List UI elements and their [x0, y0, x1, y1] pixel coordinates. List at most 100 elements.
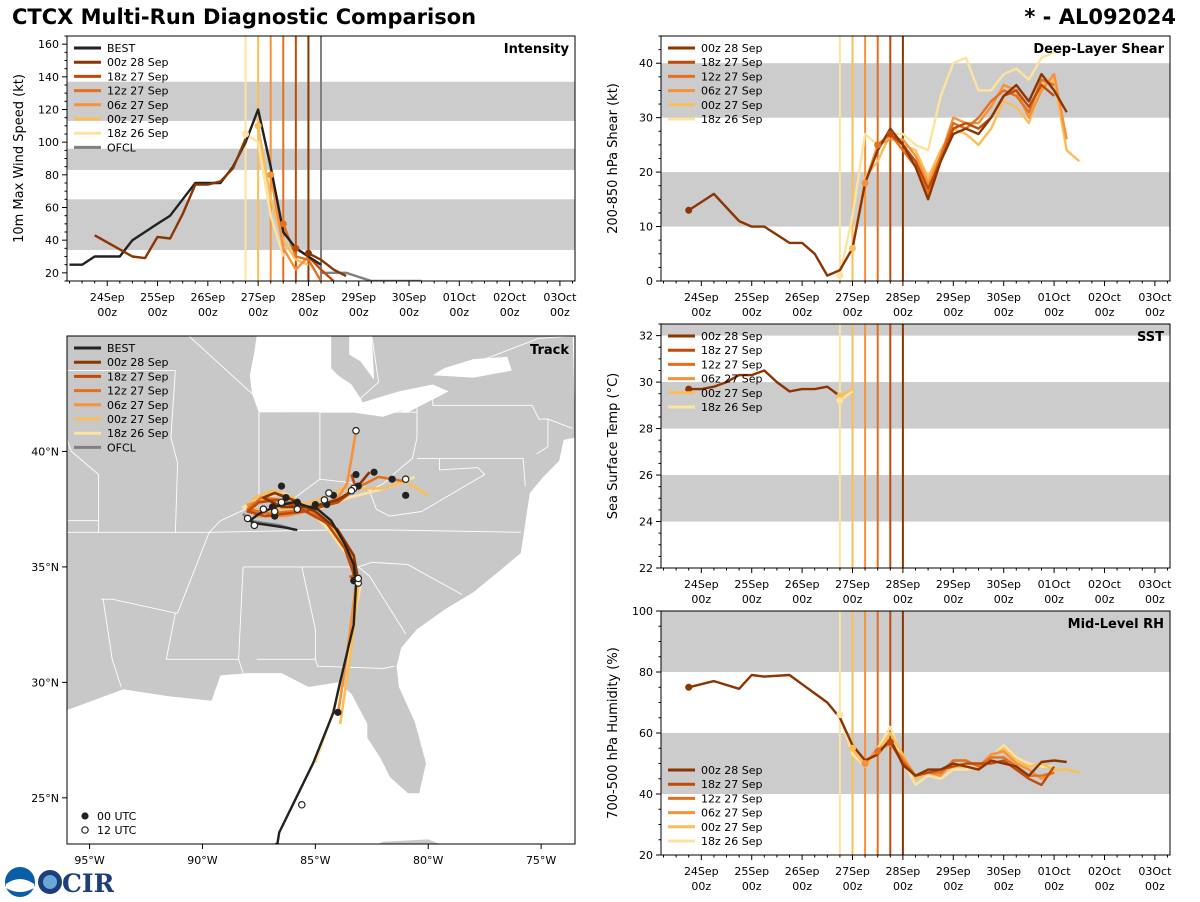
x-tick-label-hour: 00z: [691, 880, 711, 893]
x-tick-label-date: 28Sep: [886, 291, 921, 304]
threshold-band: [661, 382, 1170, 429]
y-axis-label: 10m Max Wind Speed (kt): [12, 74, 27, 243]
legend-label-00z-27-sep: 00z 27 Sep: [701, 387, 763, 400]
legend-marker-12utc: [81, 826, 89, 834]
state-border: [102, 599, 122, 688]
x-tick-label-date: 01Oct: [443, 291, 477, 304]
lon-tick-label: 80°W: [413, 854, 443, 867]
state-border: [360, 336, 380, 399]
series-start-marker-18z-26-sep: [836, 711, 844, 719]
position-marker-00utc: [334, 708, 342, 716]
legend-label-00z-27-sep: 00z 27 Sep: [701, 99, 763, 112]
great-lake: [349, 336, 375, 380]
x-tick-label-date: 26Sep: [785, 865, 820, 878]
x-tick-label-date: 28Sep: [886, 865, 921, 878]
plot-background: [661, 324, 1170, 568]
position-marker-12utc: [320, 496, 329, 504]
series-start-marker-18z-26-sep: [836, 397, 844, 405]
x-tick-label-hour: 00z: [893, 306, 913, 319]
series-line-18z-26-sep: [244, 132, 285, 257]
y-tick-label: 60: [45, 202, 59, 215]
x-tick-label-hour: 00z: [691, 593, 711, 606]
x-tick-label-date: 30Sep: [986, 865, 1021, 878]
great-lake: [351, 384, 449, 417]
series-start-marker-12z-27-sep: [874, 747, 882, 755]
y-tick-label: 28: [639, 423, 653, 436]
x-tick-label-date: 25Sep: [734, 578, 769, 591]
legend-label-06z-27-sep: 06z 27 Sep: [107, 399, 169, 412]
x-tick-label-hour: 00z: [1095, 306, 1115, 319]
x-tick-label-date: 30Sep: [392, 291, 427, 304]
x-tick-label-hour: 00z: [449, 306, 469, 319]
x-tick-label-hour: 00z: [1095, 593, 1115, 606]
cira-globe-inner: [43, 875, 57, 889]
x-tick-label-hour: 00z: [943, 880, 963, 893]
y-tick-label: 40: [639, 788, 653, 801]
legend-label-18z-26-sep: 18z 26 Sep: [701, 113, 763, 126]
x-tick-label-date: 26Sep: [190, 291, 225, 304]
state-border: [170, 370, 179, 533]
state-border: [358, 566, 407, 635]
legend-label-06z-27-sep: 06z 27 Sep: [107, 99, 169, 112]
position-marker-12utc: [354, 574, 363, 583]
y-tick-label: 40: [45, 234, 59, 247]
x-tick-label-date: 29Sep: [936, 291, 971, 304]
threshold-band: [661, 63, 1170, 118]
state-border: [421, 458, 486, 512]
series-start-marker-00z-28-sep: [685, 206, 693, 214]
y-tick-label: 30: [639, 376, 653, 389]
legend-label-18z-27-sep: 18z 27 Sep: [107, 370, 169, 383]
x-tick-label-hour: 00z: [843, 306, 863, 319]
legend-label-00z-28-sep: 00z 28 Sep: [701, 764, 763, 777]
x-tick-label-hour: 00z: [943, 306, 963, 319]
legend-label-06z-27-sep: 06z 27 Sep: [701, 373, 763, 386]
position-marker-00utc: [282, 494, 290, 502]
series-line-best: [69, 108, 322, 266]
x-tick-label-hour: 00z: [843, 880, 863, 893]
legend-marker-00utc: [81, 812, 89, 820]
series-line-00z-28-sep: [94, 138, 247, 260]
x-tick-label-date: 29Sep: [936, 578, 971, 591]
map-frame: [66, 335, 576, 845]
x-tick-label-hour: 00z: [1095, 880, 1115, 893]
state-border: [67, 439, 100, 533]
y-axis-label: 700-500 hPa Humidity (%): [606, 647, 621, 819]
x-tick-label-hour: 00z: [893, 880, 913, 893]
y-axis-label: 200-850 hPa Shear (kt): [606, 83, 621, 234]
legend-label-12z-27-sep: 12z 27 Sep: [701, 70, 763, 83]
series-line-06z-27-sep: [269, 174, 310, 271]
x-tick-label-date: 27Sep: [835, 865, 870, 878]
series-start-marker-18z-26-sep: [242, 130, 250, 138]
x-tick-label-hour: 00z: [299, 306, 319, 319]
x-tick-label-hour: 00z: [843, 593, 863, 606]
series-line-ofcl: [321, 271, 422, 281]
position-marker-00utc: [352, 470, 360, 479]
legend-label-00z-28-sep: 00z 28 Sep: [701, 330, 763, 343]
x-tick-label-hour: 00z: [1044, 593, 1064, 606]
series-start-marker-00z-28-sep: [685, 683, 693, 691]
series-line-00z-28-sep: [688, 369, 841, 397]
position-marker-12utc: [298, 800, 306, 809]
y-tick-label: 30: [639, 112, 653, 125]
x-tick-label-hour: 00z: [148, 306, 168, 319]
panel-label: Mid-Level RH: [1068, 617, 1164, 632]
x-tick-label-date: 27Sep: [241, 291, 276, 304]
x-tick-label-date: 27Sep: [835, 291, 870, 304]
state-border: [536, 419, 549, 455]
x-tick-label-hour: 00z: [1044, 880, 1064, 893]
threshold-band: [661, 172, 1170, 227]
x-tick-label-hour: 00z: [349, 306, 369, 319]
legend-label-12z-27-sep: 12z 27 Sep: [701, 358, 763, 371]
position-marker-12utc: [352, 426, 360, 435]
series-start-marker-00z-27-sep: [849, 244, 857, 252]
x-tick-label-date: 29Sep: [341, 291, 376, 304]
x-tick-label-hour: 00z: [97, 306, 117, 319]
position-marker-12utc: [293, 505, 302, 513]
threshold-band: [661, 324, 1170, 336]
y-tick-label: 0: [646, 275, 653, 288]
legend-label-00z-27-sep: 00z 27 Sep: [701, 821, 763, 834]
x-tick-label-hour: 00z: [1145, 306, 1165, 319]
storm-id-title: * - AL092024: [1024, 5, 1176, 29]
series-start-marker-18z-27-sep: [886, 130, 894, 138]
